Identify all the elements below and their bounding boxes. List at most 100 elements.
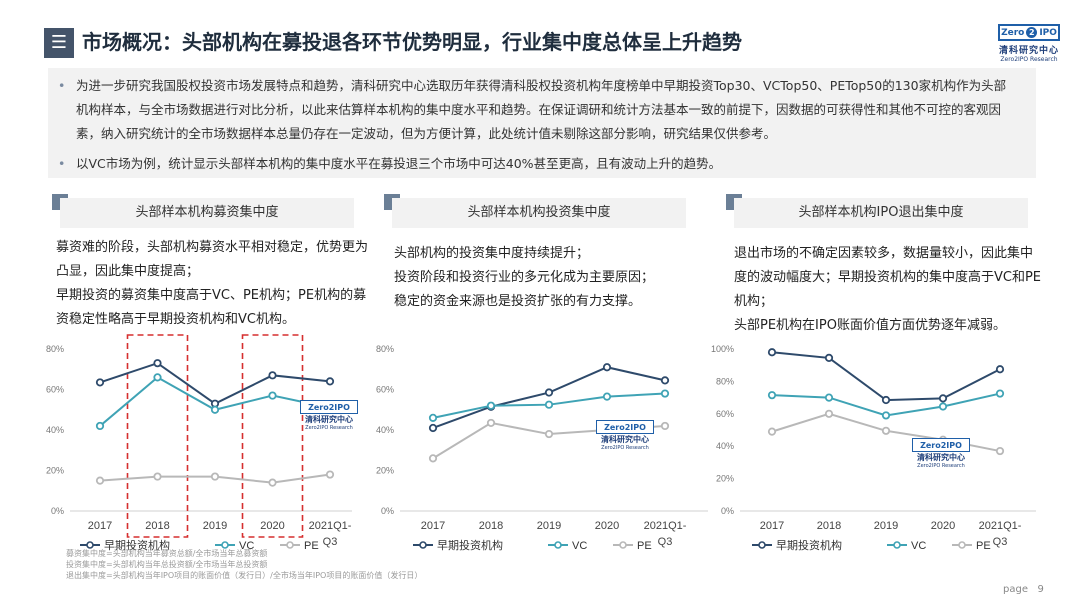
legend-marker <box>958 541 966 549</box>
data-point <box>268 478 277 487</box>
legend-marker <box>86 541 94 549</box>
zero2ipo-logo: Zero 2 IPO 清科研究中心 Zero2IPO Research <box>998 24 1060 63</box>
y-tick-label: 60% <box>376 385 394 395</box>
data-point <box>995 365 1005 374</box>
x-tick-label: 2020 <box>595 520 619 532</box>
legend-marker <box>221 541 229 549</box>
panel-title-exit: 头部样本机构IPO退出集中度 <box>734 198 1028 228</box>
footnote: 退出集中度=头部机构当年IPO项目的账面价值（发行日）/全市场当年IPO项目的账… <box>66 571 423 580</box>
page-title: 市场概况：头部机构在募投退各环节优势明显，行业集中度总体呈上升趋势 <box>82 30 742 54</box>
data-point <box>995 446 1005 456</box>
legend-label: PE <box>976 540 991 552</box>
data-point <box>602 363 612 372</box>
y-tick-label: 0% <box>721 506 734 516</box>
y-tick-label: 40% <box>716 441 734 451</box>
data-point <box>938 394 948 403</box>
data-point <box>824 409 834 418</box>
legend-label: 早期投资机构 <box>776 538 842 552</box>
panel-desc-exit: 退出市场的不确定因素较多，数据量较小，因此集中度的波动幅度大；早期投资机构的集中… <box>734 246 1042 333</box>
data-point <box>824 393 834 402</box>
data-point <box>660 389 670 398</box>
data-point <box>660 421 670 431</box>
watermark-logo: Zero2IPO 清科研究中心 Zero2IPO Research <box>596 420 654 451</box>
data-point <box>881 426 891 435</box>
data-point <box>544 400 554 409</box>
x-tick-label-suffix: Q3 <box>323 536 338 548</box>
chart-fundraising: 0% 20% 40% 60% 80% 2017 2018 2019 2020 2021Q1- Q3 早… <box>46 334 352 552</box>
data-point <box>881 411 891 420</box>
data-point <box>428 454 438 463</box>
data-point <box>153 472 162 481</box>
y-tick-label: 80% <box>716 376 734 386</box>
legend-label: 早期投资机构 <box>104 538 170 552</box>
chart-investment: 0% 20% 40% 60% 80% 2017 2018 2019 2020 2021Q1- Q3 早… <box>376 344 708 552</box>
data-point <box>824 353 834 363</box>
page-number: page 9 <box>1003 584 1044 595</box>
data-point <box>428 423 438 433</box>
x-tick-label: 2021Q1- <box>309 520 352 532</box>
data-point <box>268 371 277 380</box>
legend-label: VC <box>572 540 587 552</box>
panel-desc-investment: 头部机构的投资集中度持续提升； 投资阶段和投资行业的多元化成为主要原因； 稳定的… <box>394 246 655 309</box>
y-tick-label: 20% <box>46 466 64 476</box>
intro-bullet-1: • 为进一步研究我国股权投资市场发展特点和趋势，清科研究中心选取历年获得清科股权投… <box>58 78 1007 141</box>
chart-exit: 0% 20% 40% 60% 80% 100% 2017 2018 2019 2020 2021Q1… <box>711 344 1036 552</box>
x-tick-label: 2020 <box>931 520 955 532</box>
x-tick-label: 2017 <box>421 520 445 532</box>
data-point <box>486 401 496 410</box>
data-point <box>767 427 777 436</box>
intro-panel <box>48 68 1036 178</box>
legend-marker <box>619 541 627 549</box>
legend-marker <box>419 541 427 549</box>
data-point <box>660 376 670 385</box>
data-point <box>95 421 105 431</box>
x-tick-label: 2018 <box>145 520 169 532</box>
legend-marker <box>758 541 766 549</box>
x-tick-label: 2018 <box>817 520 841 532</box>
y-tick-label: 0% <box>381 506 394 516</box>
y-tick-label: 100% <box>711 344 734 354</box>
x-tick-label: 2017 <box>88 520 112 532</box>
panel-title-investment: 头部样本机构投资集中度 <box>392 198 686 228</box>
data-point <box>95 378 105 387</box>
data-point <box>428 413 438 422</box>
y-tick-label: 40% <box>376 425 394 435</box>
footnote: 投资集中度=头部机构当年总投资额/全市场当年总投资额 <box>66 560 268 569</box>
data-point <box>268 391 277 400</box>
series-line-0 <box>771 351 1001 402</box>
panel-title-fundraising: 头部样本机构募资集中度 <box>60 198 354 228</box>
y-tick-label: 80% <box>376 344 394 354</box>
x-tick-label-suffix: Q3 <box>658 536 673 548</box>
footnote: 募资集中度=头部机构当年募资总额/全市场当年总募资额 <box>66 549 268 558</box>
data-point <box>544 429 554 439</box>
x-tick-label: 2018 <box>479 520 503 532</box>
data-point <box>153 373 162 382</box>
legend-marker <box>554 541 562 549</box>
x-tick-label: 2017 <box>760 520 784 532</box>
y-tick-label: 0% <box>51 506 64 516</box>
highlight-box <box>126 334 189 538</box>
watermark-logo: Zero2IPO 清科研究中心 Zero2IPO Research <box>912 438 970 469</box>
data-point <box>767 348 777 357</box>
data-point <box>602 392 612 401</box>
legend-label: VC <box>239 540 254 552</box>
data-point <box>486 418 496 428</box>
data-point <box>210 472 220 481</box>
x-tick-label: 2021Q1- <box>979 520 1022 532</box>
data-point <box>938 402 948 411</box>
legend-label: VC <box>911 540 926 552</box>
legend-label: 早期投资机构 <box>437 538 503 552</box>
x-tick-label: 2019 <box>203 520 227 532</box>
data-point <box>767 391 777 400</box>
intro-bullet-2: • 以VC市场为例，统计显示头部样本机构的集中度水平在募投退三个市场中可达40%甚… <box>58 156 722 171</box>
watermark-logo: Zero2IPO 清科研究中心 Zero2IPO Research <box>300 400 358 431</box>
y-tick-label: 60% <box>46 385 64 395</box>
x-tick-label: 2020 <box>260 520 284 532</box>
legend-label: PE <box>637 540 652 552</box>
x-tick-label: 2019 <box>874 520 898 532</box>
x-tick-label: 2021Q1- <box>644 520 687 532</box>
y-tick-label: 20% <box>376 466 394 476</box>
data-point <box>95 476 105 485</box>
data-point <box>325 377 335 386</box>
legend-label: PE <box>304 540 319 552</box>
